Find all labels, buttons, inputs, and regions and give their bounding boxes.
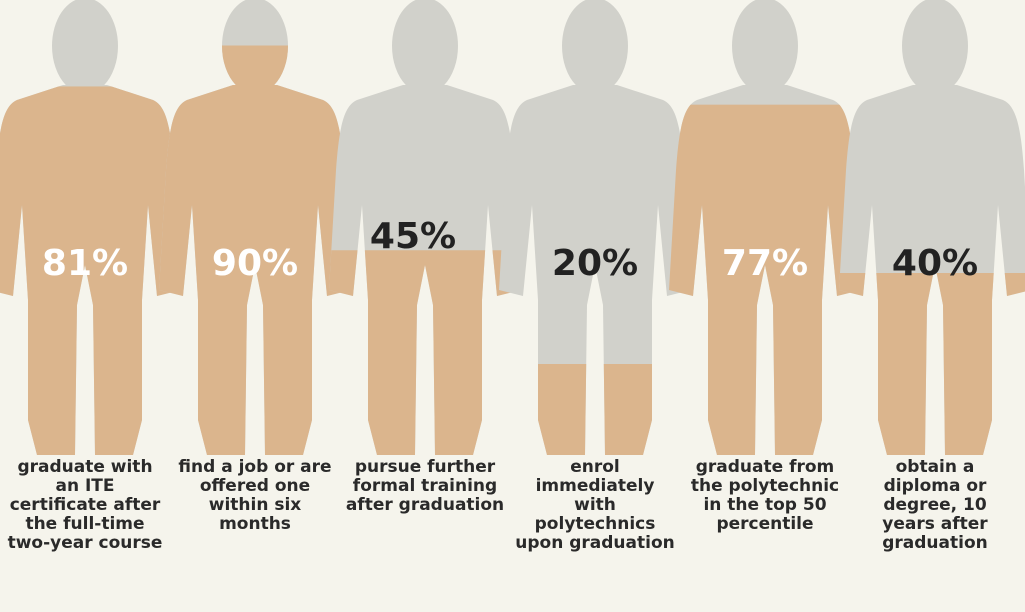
bar (839, 273, 1025, 455)
person: 90% (159, 0, 351, 455)
person: 20% (499, 0, 691, 455)
person: 77% (669, 0, 861, 455)
category-label: graduate from the polytechnic in the top… (690, 457, 840, 534)
value-label: 20% (552, 243, 638, 284)
person-fill (0, 0, 181, 455)
person: 45% (329, 0, 521, 455)
category-label: graduate with an ITE certificate after t… (7, 457, 163, 553)
value-label: 45% (370, 216, 456, 257)
value-label: 40% (892, 243, 978, 284)
bar (329, 250, 521, 455)
person-background (839, 0, 1025, 455)
figures: 81% 90% 45% 20% 77% 40% (0, 0, 1025, 455)
value-label: 77% (722, 243, 808, 284)
person-fill (669, 0, 861, 455)
value-label: 90% (212, 243, 298, 284)
person-fill (839, 0, 1025, 455)
person: 81% (0, 0, 181, 455)
person-fill (159, 0, 351, 455)
value-label: 81% (42, 243, 128, 284)
category-label: obtain a diploma or degree, 10 years aft… (882, 457, 988, 553)
person-background (499, 0, 691, 455)
category-label: pursue further formal training after gra… (345, 457, 505, 515)
person: 40% (839, 0, 1025, 455)
category-label: enrol immediately with polytechnics upon… (515, 457, 675, 553)
category-label: find a job or are offered one within six… (178, 457, 332, 534)
bar (499, 364, 691, 455)
person-fill (499, 0, 691, 455)
